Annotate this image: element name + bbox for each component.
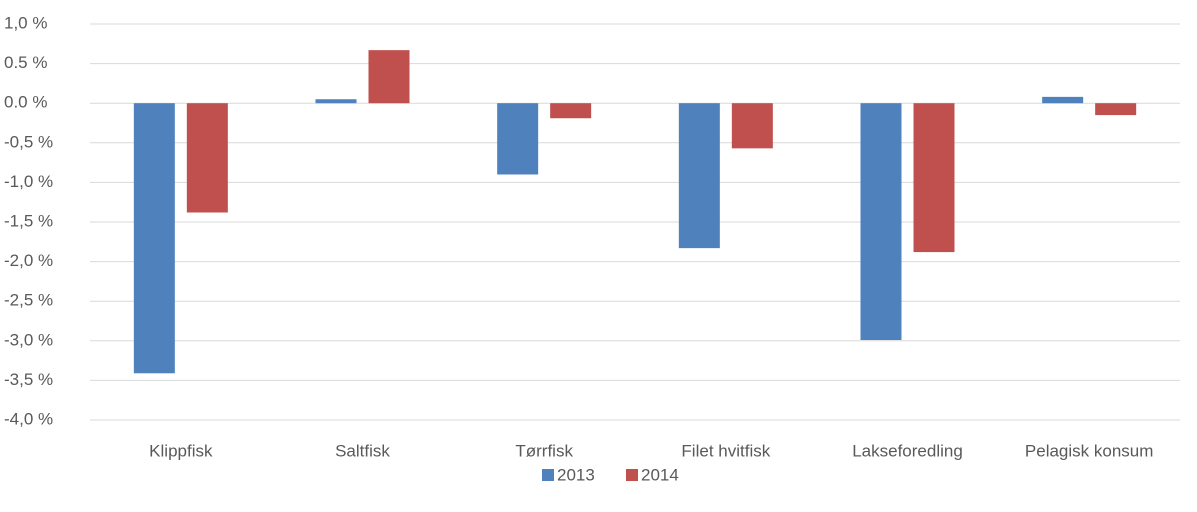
x-tick-label: Filet hvitfisk xyxy=(681,441,770,460)
x-tick-label: Lakseforedling xyxy=(852,441,963,460)
legend-label: 2013 xyxy=(557,465,595,484)
y-tick-label: -1,5 % xyxy=(4,211,53,230)
x-tick-label: Pelagisk konsum xyxy=(1025,441,1154,460)
bar xyxy=(497,103,539,175)
y-tick-label: -3,0 % xyxy=(4,330,53,349)
y-tick-label: 0.5 % xyxy=(4,53,47,72)
x-tick-label: Saltfisk xyxy=(335,441,390,460)
y-tick-label: -0,5 % xyxy=(4,132,53,151)
legend-swatch xyxy=(542,469,554,481)
bar xyxy=(368,50,410,104)
legend-swatch xyxy=(626,469,638,481)
bar xyxy=(1042,96,1084,104)
legend-label: 2014 xyxy=(641,465,679,484)
bar xyxy=(315,99,357,104)
y-tick-label: -2,5 % xyxy=(4,291,53,310)
x-tick-label: Tørrfisk xyxy=(515,441,573,460)
bar xyxy=(731,103,773,149)
y-tick-label: 0.0 % xyxy=(4,93,47,112)
y-tick-label: -2,0 % xyxy=(4,251,53,270)
bar xyxy=(678,103,720,249)
bar xyxy=(186,103,228,213)
y-tick-label: -4,0 % xyxy=(4,409,53,428)
bar xyxy=(913,103,955,253)
y-tick-label: 1,0 % xyxy=(4,13,47,32)
bar xyxy=(860,103,902,341)
bar xyxy=(550,103,592,119)
y-tick-label: -1,0 % xyxy=(4,172,53,191)
y-tick-label: -3,5 % xyxy=(4,370,53,389)
bar xyxy=(133,103,175,374)
x-tick-label: Klippfisk xyxy=(149,441,213,460)
bar xyxy=(1095,103,1137,116)
